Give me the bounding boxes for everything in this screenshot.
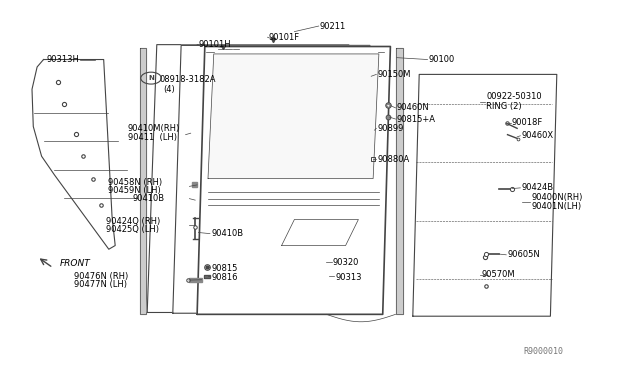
Text: 90425Q (LH): 90425Q (LH) (106, 225, 159, 234)
Text: R9000010: R9000010 (524, 347, 563, 356)
Text: 90424Q (RH): 90424Q (RH) (106, 217, 160, 226)
Text: 90816: 90816 (211, 273, 237, 282)
Text: 90401N(LH): 90401N(LH) (531, 202, 581, 211)
Text: 90101F: 90101F (269, 33, 300, 42)
Text: 90476N (RH): 90476N (RH) (74, 272, 128, 280)
Text: 90460X: 90460X (522, 131, 554, 140)
Text: 90815+A: 90815+A (397, 115, 436, 124)
Text: 90458N (RH): 90458N (RH) (108, 178, 162, 187)
Polygon shape (140, 48, 146, 314)
Polygon shape (204, 275, 210, 278)
Text: 00922-50310: 00922-50310 (486, 92, 542, 101)
Text: 90313H: 90313H (47, 55, 79, 64)
Text: 90410B: 90410B (132, 194, 164, 203)
Text: 90477N (LH): 90477N (LH) (74, 280, 127, 289)
Text: 90018F: 90018F (512, 118, 543, 127)
Text: 90605N: 90605N (508, 250, 540, 259)
Text: 90211: 90211 (320, 22, 346, 31)
Text: 90101H: 90101H (198, 40, 231, 49)
Text: 90460N: 90460N (397, 103, 429, 112)
Text: 90411  (LH): 90411 (LH) (128, 133, 177, 142)
Polygon shape (197, 46, 390, 314)
Text: 90100: 90100 (429, 55, 455, 64)
Text: 90410M(RH): 90410M(RH) (128, 124, 180, 133)
Text: 90815: 90815 (211, 264, 237, 273)
Text: 90880A: 90880A (378, 155, 410, 164)
Text: 90570M: 90570M (481, 270, 515, 279)
Text: 90400N(RH): 90400N(RH) (531, 193, 582, 202)
Polygon shape (147, 45, 349, 312)
Text: 90150M: 90150M (378, 70, 411, 79)
Text: 90313: 90313 (335, 273, 362, 282)
Polygon shape (32, 60, 115, 249)
Polygon shape (173, 45, 370, 313)
Polygon shape (192, 182, 197, 187)
Text: 08918-3182A: 08918-3182A (160, 76, 216, 84)
Polygon shape (396, 48, 403, 314)
Text: 90320: 90320 (333, 258, 359, 267)
Text: N: N (148, 75, 154, 81)
Text: 90424B: 90424B (522, 183, 554, 192)
Polygon shape (413, 74, 557, 316)
Polygon shape (189, 278, 202, 282)
Text: 90899: 90899 (378, 124, 404, 133)
Text: (4): (4) (163, 85, 175, 94)
Text: 90410B: 90410B (211, 229, 243, 238)
Text: FRONT: FRONT (60, 259, 90, 267)
Text: RING (2): RING (2) (486, 102, 522, 110)
Polygon shape (208, 54, 379, 179)
Text: 90459N (LH): 90459N (LH) (108, 186, 160, 195)
